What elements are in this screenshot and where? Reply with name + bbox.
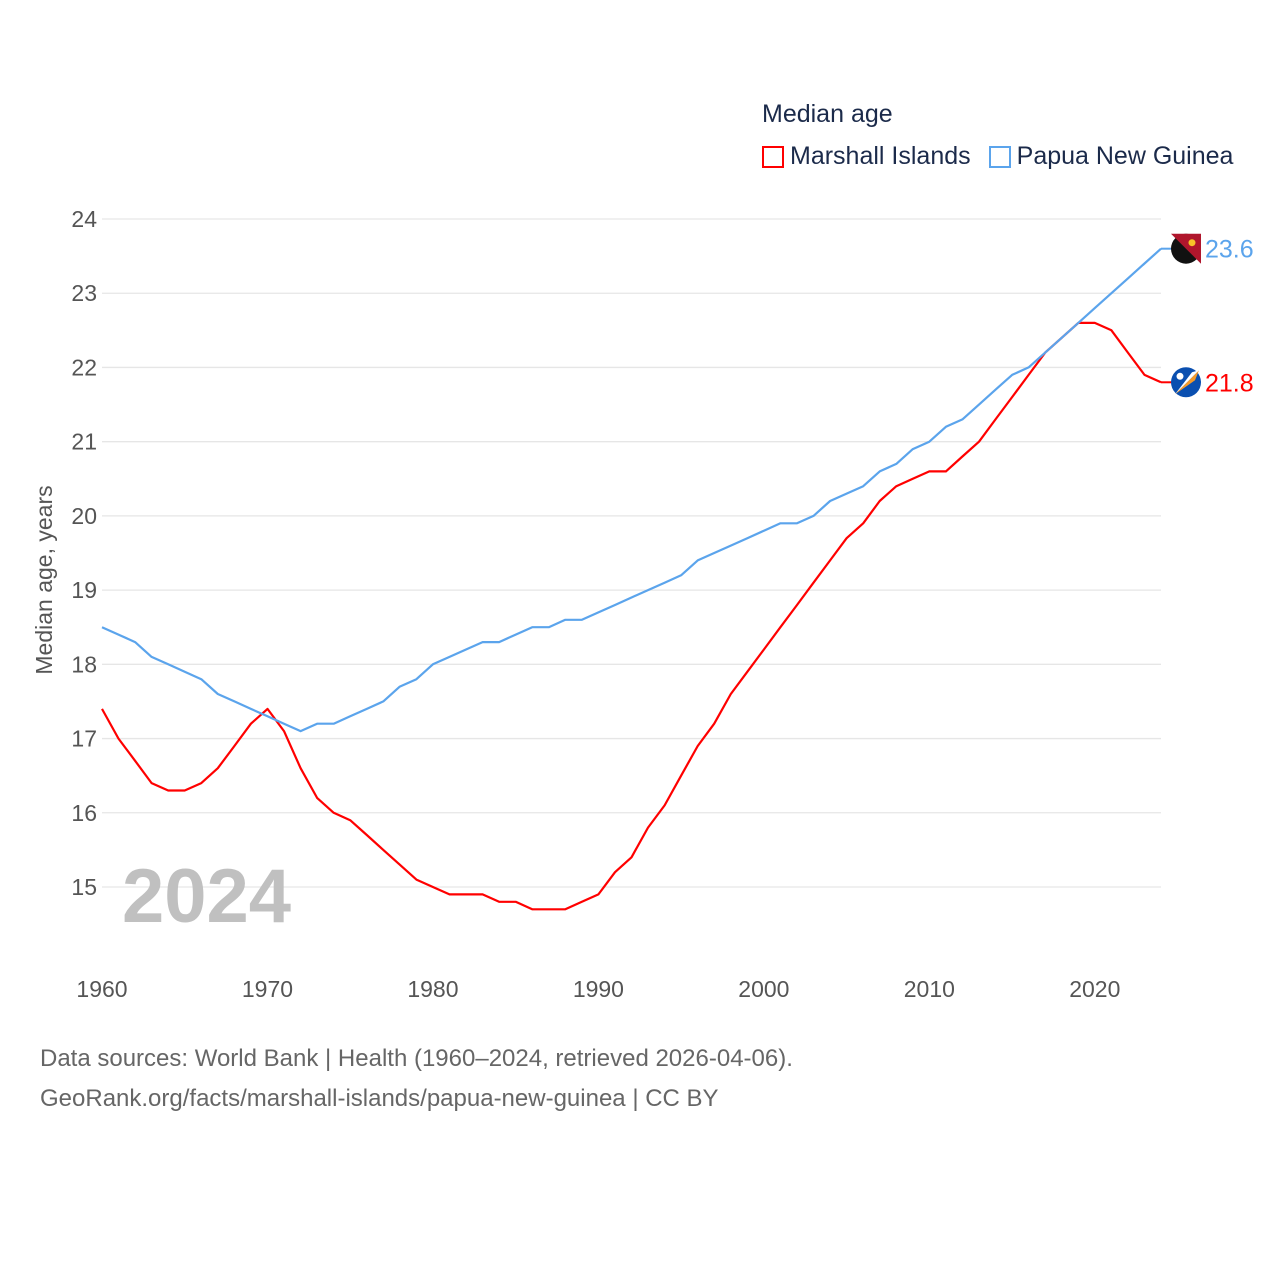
y-tick-label: 24 (71, 206, 97, 232)
series-line-marshall-islands (101, 321, 1162, 911)
end-value-label: 23.6 (1205, 236, 1254, 264)
series-line-papua-new-guinea (101, 247, 1162, 733)
legend-swatch (988, 145, 1011, 168)
y-tick-label: 19 (71, 577, 97, 603)
source-link[interactable]: GeoRank.org/facts/marshall-islands/papua… (40, 1085, 719, 1112)
year-overlay: 2024 (122, 854, 291, 939)
y-tick-label: 23 (71, 280, 97, 306)
x-tick-label: 1980 (407, 976, 458, 1002)
legend-label: Marshall Islands (790, 142, 971, 170)
legend-item-papua-new-guinea[interactable]: Papua New Guinea (988, 142, 1234, 171)
flag-star-icon (1176, 372, 1184, 380)
end-value-label: 21.8 (1205, 369, 1254, 397)
legend-swatch (762, 145, 784, 168)
flag-stripe-icon (1175, 370, 1199, 395)
x-tick-label: 1990 (573, 976, 624, 1002)
legend: Marshall Islands Papua New Guinea (762, 142, 1233, 171)
x-tick-label: 1960 (76, 976, 127, 1002)
y-tick-label: 20 (71, 503, 97, 529)
x-tick-label: 2000 (738, 976, 789, 1002)
x-tick-label: 2010 (904, 976, 955, 1002)
x-tick-label: 1970 (242, 976, 293, 1002)
data-source-text: Data sources: World Bank | Health (1960–… (40, 1045, 793, 1072)
y-tick-label: 18 (71, 651, 97, 677)
legend-item-marshall-islands[interactable]: Marshall Islands (762, 142, 971, 171)
legend-label: Papua New Guinea (1016, 142, 1234, 170)
legend-title: Median age (762, 100, 893, 128)
y-tick-label: 22 (71, 354, 97, 380)
x-tick-label: 2020 (1069, 976, 1120, 1002)
y-axis-label: Median age, years (31, 485, 57, 674)
y-tick-label: 17 (71, 726, 97, 752)
y-tick-label: 15 (71, 874, 97, 900)
y-tick-label: 16 (71, 800, 97, 826)
y-tick-label: 21 (71, 429, 97, 455)
flag-bird-icon (1188, 239, 1196, 247)
